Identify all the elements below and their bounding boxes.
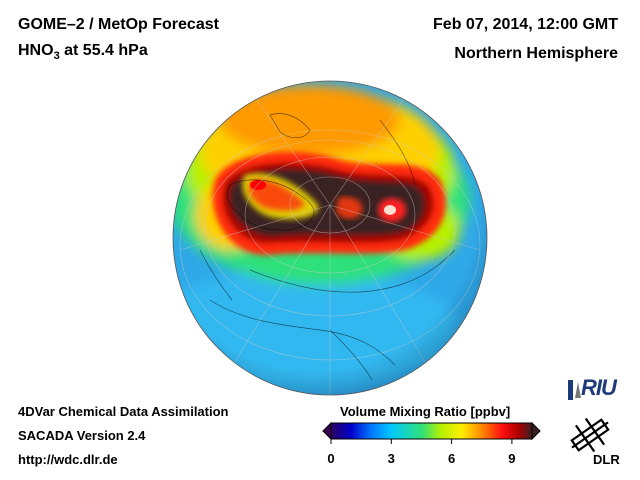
globe-outline	[172, 80, 488, 396]
dlr-logo-mark	[570, 417, 610, 453]
footer-url[interactable]: http://wdc.dlr.de	[18, 452, 118, 467]
forecast-date: Feb 07, 2014, 12:00 GMT	[433, 16, 618, 33]
colorbar-tick-label: 6	[447, 451, 456, 466]
footer-version: SACADA Version 2.4	[18, 428, 146, 443]
region-label: Northern Hemisphere	[454, 45, 618, 62]
species-level-label: HNO3 at 55.4 hPa	[18, 42, 148, 62]
concentration-field	[173, 81, 487, 395]
riu-logo-mark	[568, 380, 581, 400]
pressure-level: at 55.4 hPa	[59, 42, 148, 59]
colorbar-tick-label: 0	[327, 451, 335, 466]
colorbar-title: Volume Mixing Ratio [ppbv]	[340, 404, 511, 419]
colorbar-tick-label: 9	[508, 451, 516, 466]
riu-logo: RIU	[581, 375, 617, 400]
colorbar-max-arrow	[531, 421, 541, 441]
colorbar	[322, 421, 541, 444]
footer-method: 4DVar Chemical Data Assimilation	[18, 404, 229, 419]
colorbar-gradient	[330, 422, 533, 440]
colorbar-tick-label: 3	[387, 451, 395, 466]
species-name: HNO	[18, 42, 54, 59]
dlr-logo: DLR	[593, 452, 620, 467]
map-title: GOME–2 / MetOp Forecast	[18, 16, 219, 33]
species-subscript: 3	[53, 50, 60, 63]
colorbar-min-arrow	[322, 421, 332, 441]
